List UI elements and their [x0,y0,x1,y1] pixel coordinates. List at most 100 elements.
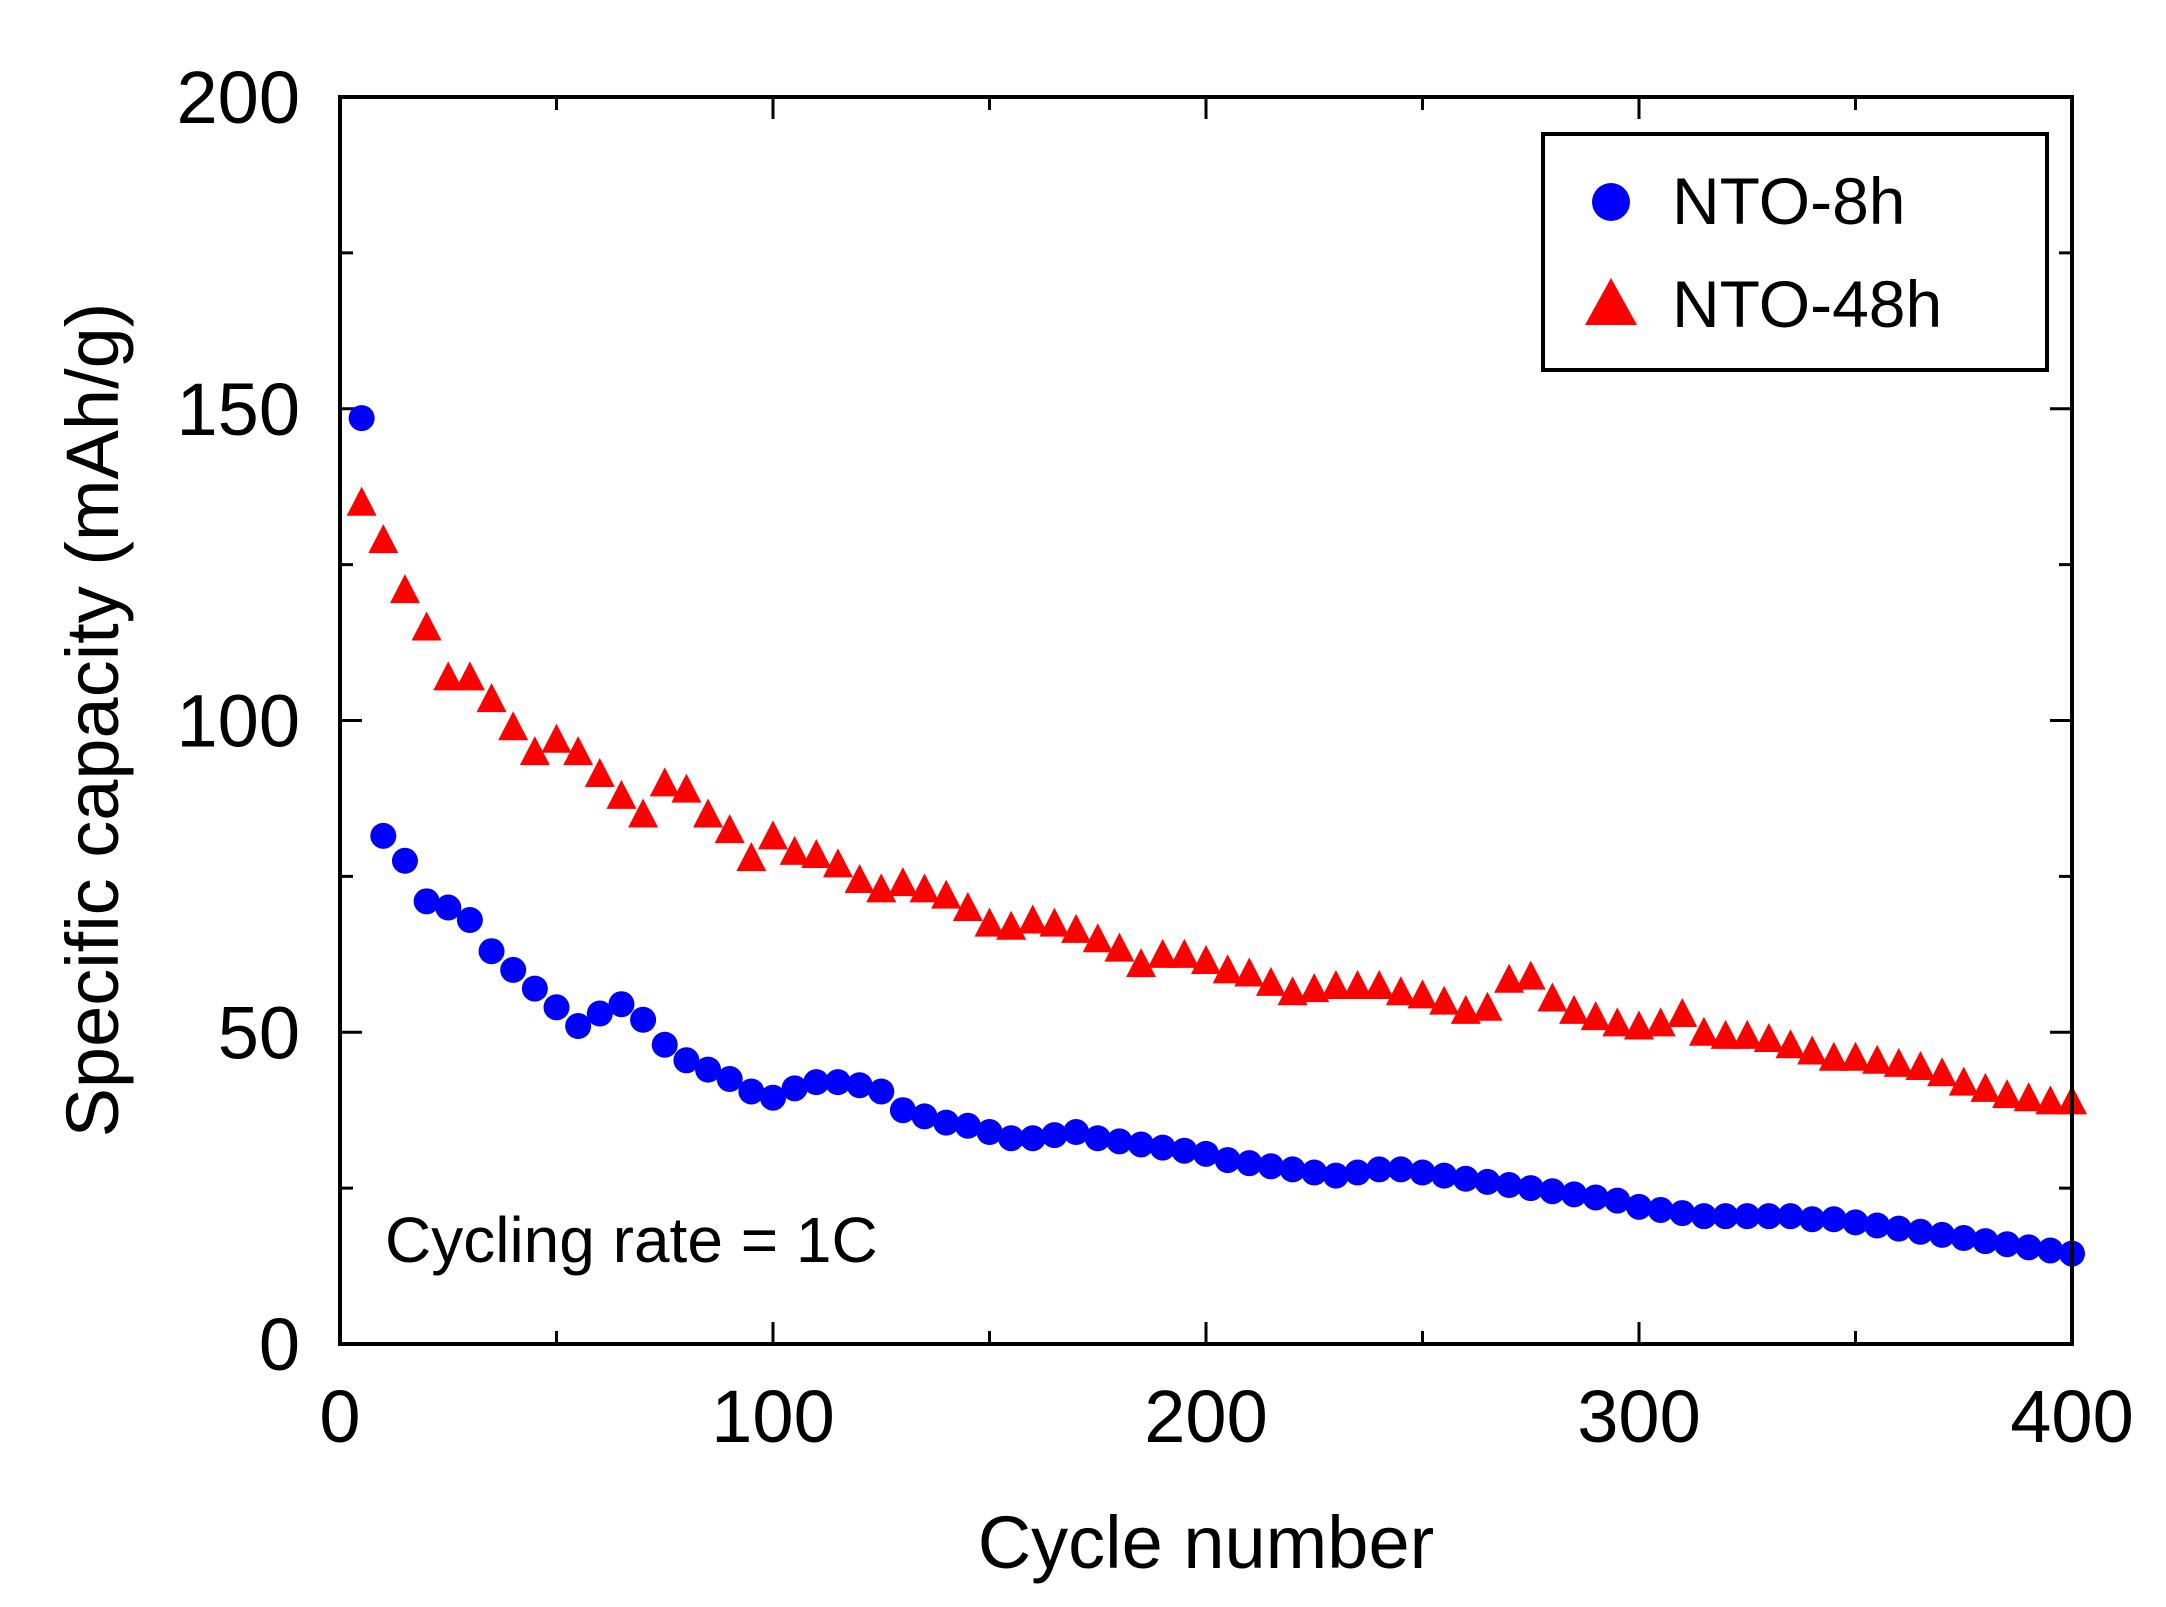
data-point-nto-8h [846,1072,873,1099]
data-point-nto-48h [931,879,962,909]
data-point-nto-48h [1299,973,1330,1003]
data-point-nto-48h [1450,994,1481,1024]
data-point-nto-48h [1970,1072,2001,1102]
data-point-nto-8h [500,956,527,983]
data-point-nto-48h [1342,969,1373,999]
data-point-nto-8h [1387,1156,1414,1183]
data-point-nto-48h [368,524,399,554]
data-point-nto-8h [1344,1159,1371,1186]
legend-box [1541,132,2049,372]
data-point-nto-8h [998,1125,1025,1152]
x-tick-label: 200 [1144,1375,1267,1458]
data-point-nto-48h [1602,1007,1633,1037]
data-point-nto-48h [1862,1044,1893,1074]
data-point-nto-48h [346,486,377,516]
data-point-nto-8h [630,1006,657,1033]
legend: NTO-8h NTO-48h [1541,132,2049,372]
data-point-nto-8h [716,1066,743,1093]
data-point-nto-48h [1364,969,1395,999]
data-point-nto-8h [954,1112,981,1139]
data-point-nto-8h [1734,1203,1761,1230]
data-point-nto-8h [2037,1237,2064,1264]
data-point-nto-48h [952,892,983,922]
data-point-nto-8h [456,907,483,934]
data-point-nto-8h [781,1075,808,1102]
data-point-nto-48h [1559,994,1590,1024]
data-point-nto-8h [1864,1212,1891,1239]
y-tick-label: 200 [177,56,300,139]
data-point-nto-8h [1193,1140,1219,1167]
data-point-nto-48h [1472,991,1503,1021]
x-tick-label: 0 [319,1375,360,1458]
data-point-nto-48h [801,839,832,869]
data-point-nto-48h [1710,1019,1741,1049]
data-point-nto-8h [1149,1134,1176,1161]
data-point-nto-8h [1517,1175,1544,1202]
data-point-nto-8h [1777,1203,1804,1230]
data-point-nto-8h [586,1000,613,1027]
data-point-nto-48h [1147,938,1178,968]
y-axis-title: Specific capacity (mAh/g) [51,303,134,1138]
data-point-nto-8h [1236,1150,1263,1177]
data-point-nto-8h [413,888,440,915]
data-point-nto-48h [1992,1079,2023,1109]
data-point-nto-48h [563,736,594,766]
data-point-nto-8h [1019,1125,1046,1152]
data-point-nto-48h [498,711,529,741]
data-point-nto-8h [1539,1178,1566,1205]
data-point-nto-8h [1431,1162,1458,1189]
data-point-nto-48h [1927,1057,1958,1087]
legend-label-nto-48h: NTO-48h [1672,267,1942,341]
data-point-nto-8h [933,1109,960,1136]
data-point-nto-48h [1667,998,1698,1028]
data-point-nto-8h [1301,1159,1328,1186]
data-point-nto-8h [1604,1187,1631,1214]
x-axis-title: Cycle number [978,1501,1435,1584]
data-point-nto-48h [909,873,940,903]
data-point-nto-48h [1277,976,1308,1006]
data-point-nto-48h [822,848,853,878]
data-point-nto-48h [887,867,918,897]
data-point-nto-48h [1580,1001,1611,1031]
x-tick-label: 400 [2010,1375,2133,1458]
data-point-nto-48h [758,820,788,850]
data-point-nto-48h [996,910,1027,940]
data-point-nto-8h [1582,1184,1609,1211]
data-point-nto-8h [1950,1225,1977,1252]
data-point-nto-8h [1474,1168,1501,1195]
data-point-nto-48h [433,661,464,691]
data-point-nto-48h [519,736,550,766]
data-point-nto-8h [391,847,418,874]
data-point-nto-48h [411,611,442,641]
y-tick-label: 150 [177,368,300,451]
data-point-nto-8h [1561,1181,1588,1208]
data-point-nto-8h [911,1103,938,1130]
data-point-nto-8h [565,1013,592,1040]
data-point-nto-48h [671,773,702,803]
data-point-nto-48h [844,863,875,893]
data-point-nto-48h [476,683,507,713]
data-point-nto-48h [693,798,724,828]
data-point-nto-8h [1106,1128,1133,1155]
data-point-nto-8h [1929,1221,1956,1248]
data-point-nto-48h [389,574,420,604]
data-point-nto-8h [1409,1159,1436,1186]
data-point-nto-8h [1994,1231,2021,1258]
data-point-nto-8h [348,405,375,432]
data-point-nto-48h [974,907,1005,937]
data-point-nto-48h [1082,923,1113,953]
data-point-nto-8h [695,1056,722,1083]
data-point-nto-8h [1885,1215,1912,1242]
legend-marker-nto-8h [1592,183,1630,221]
data-point-nto-48h [1169,938,1200,968]
data-point-nto-8h [803,1069,830,1096]
data-point-nto-8h [889,1097,916,1124]
data-point-nto-48h [1753,1022,1784,1052]
data-point-nto-48h [1017,904,1048,934]
data-point-nto-48h [1429,985,1460,1015]
data-point-nto-8h [1799,1206,1826,1233]
data-point-nto-8h [478,938,505,965]
data-point-nto-48h [628,798,659,828]
y-tick-label: 100 [177,680,300,763]
data-point-nto-8h [824,1069,851,1096]
